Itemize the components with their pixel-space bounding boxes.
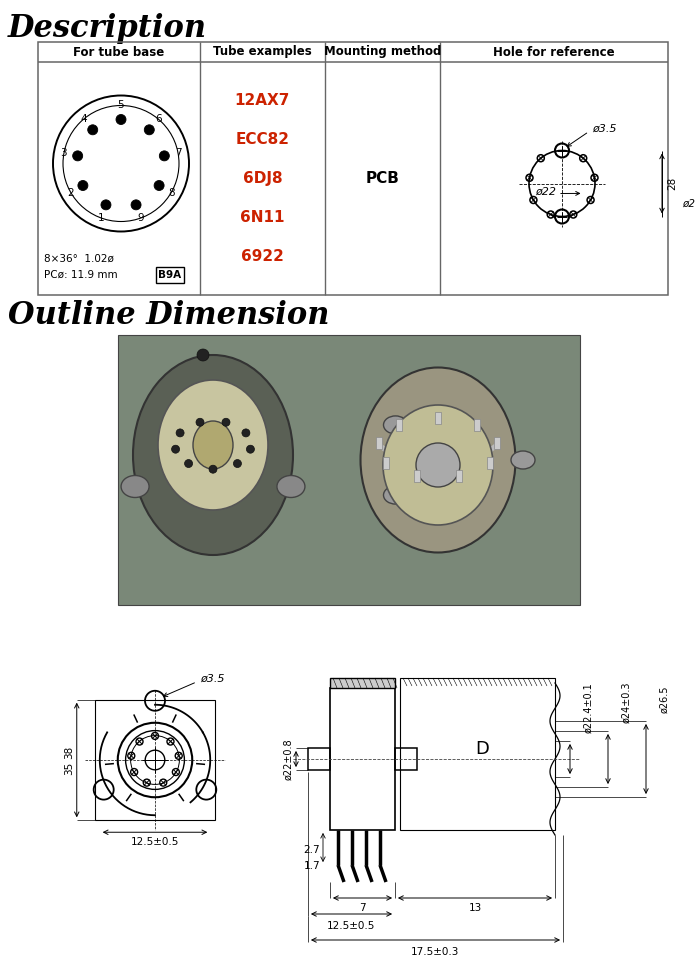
- Ellipse shape: [361, 367, 515, 552]
- Text: 6N11: 6N11: [240, 210, 284, 225]
- Circle shape: [131, 200, 141, 210]
- Bar: [118, 335, 580, 605]
- Circle shape: [209, 466, 217, 473]
- Text: 35: 35: [64, 762, 74, 775]
- Text: 17.5±0.3: 17.5±0.3: [411, 947, 460, 957]
- Bar: [456, 470, 461, 482]
- Ellipse shape: [199, 381, 227, 403]
- Ellipse shape: [277, 475, 305, 497]
- Text: Hole for reference: Hole for reference: [493, 45, 615, 59]
- Circle shape: [101, 200, 111, 210]
- Text: 6DJ8: 6DJ8: [243, 171, 282, 186]
- Text: ø22.4±0.1: ø22.4±0.1: [583, 683, 593, 733]
- Text: 1.7: 1.7: [303, 861, 320, 871]
- Text: ø22: ø22: [535, 186, 556, 197]
- Bar: [473, 419, 480, 431]
- Text: ø26.5: ø26.5: [659, 685, 669, 713]
- Text: 6: 6: [155, 114, 161, 124]
- Bar: [376, 437, 382, 449]
- Circle shape: [176, 429, 184, 437]
- Bar: [494, 437, 500, 449]
- Ellipse shape: [383, 405, 493, 525]
- Circle shape: [171, 445, 180, 453]
- Text: 38: 38: [64, 745, 74, 759]
- Text: B9A: B9A: [159, 270, 182, 280]
- Text: 9: 9: [138, 213, 144, 223]
- Text: PCB: PCB: [366, 171, 399, 186]
- Ellipse shape: [158, 380, 268, 510]
- Text: ø2: ø2: [682, 199, 695, 208]
- Text: 7: 7: [359, 903, 366, 913]
- Text: 2.7: 2.7: [303, 845, 320, 855]
- Bar: [308, 748, 330, 770]
- Text: 8: 8: [168, 188, 175, 198]
- Text: ø22±0.8: ø22±0.8: [283, 738, 293, 780]
- Bar: [156, 267, 184, 283]
- Text: ECC82: ECC82: [236, 132, 289, 147]
- Text: ø3.5: ø3.5: [592, 123, 617, 133]
- Bar: [487, 457, 493, 469]
- Circle shape: [87, 124, 98, 135]
- Text: 5: 5: [117, 100, 124, 111]
- Bar: [400, 678, 555, 830]
- Circle shape: [197, 349, 209, 361]
- Text: 12AX7: 12AX7: [235, 94, 290, 108]
- Text: 7: 7: [175, 148, 182, 158]
- Text: D: D: [475, 740, 489, 758]
- Circle shape: [242, 429, 250, 437]
- Text: Tube examples: Tube examples: [213, 45, 312, 59]
- Bar: [38, 42, 668, 295]
- Text: For tube base: For tube base: [73, 45, 165, 59]
- Text: 1: 1: [98, 213, 104, 223]
- Text: 13: 13: [468, 903, 482, 913]
- Bar: [395, 748, 417, 770]
- Circle shape: [144, 124, 154, 135]
- Text: ø3.5: ø3.5: [200, 674, 224, 683]
- Text: Outline Dimension: Outline Dimension: [8, 301, 329, 332]
- Circle shape: [116, 115, 126, 124]
- Ellipse shape: [384, 486, 408, 504]
- Text: Description: Description: [8, 13, 207, 43]
- Ellipse shape: [193, 421, 233, 469]
- Circle shape: [416, 443, 460, 487]
- Bar: [383, 457, 389, 469]
- Circle shape: [222, 418, 230, 426]
- Bar: [330, 678, 395, 688]
- Circle shape: [233, 460, 241, 468]
- Text: 8×36°  1.02ø: 8×36° 1.02ø: [44, 254, 114, 264]
- Bar: [330, 688, 395, 830]
- Text: PCø: 11.9 mm: PCø: 11.9 mm: [44, 270, 117, 280]
- Text: 12.5±0.5: 12.5±0.5: [131, 838, 179, 847]
- Ellipse shape: [511, 451, 535, 469]
- Bar: [396, 419, 403, 431]
- Circle shape: [159, 150, 169, 161]
- Text: Mounting method: Mounting method: [324, 45, 441, 59]
- Text: 12.5±0.5: 12.5±0.5: [327, 921, 375, 931]
- Text: 3: 3: [61, 148, 67, 158]
- Circle shape: [154, 180, 164, 191]
- Text: 6922: 6922: [241, 249, 284, 264]
- Circle shape: [196, 418, 204, 426]
- Circle shape: [247, 445, 254, 453]
- Ellipse shape: [133, 355, 293, 555]
- Bar: [95, 700, 215, 820]
- Text: 2: 2: [68, 188, 74, 198]
- Text: 4: 4: [80, 114, 87, 124]
- Text: ø24±0.3: ø24±0.3: [621, 682, 631, 723]
- Text: 28: 28: [667, 176, 677, 190]
- Circle shape: [185, 460, 192, 468]
- Bar: [415, 470, 421, 482]
- Bar: [435, 412, 441, 424]
- Ellipse shape: [384, 415, 408, 434]
- Circle shape: [73, 150, 82, 161]
- Ellipse shape: [121, 475, 149, 497]
- Circle shape: [78, 180, 88, 191]
